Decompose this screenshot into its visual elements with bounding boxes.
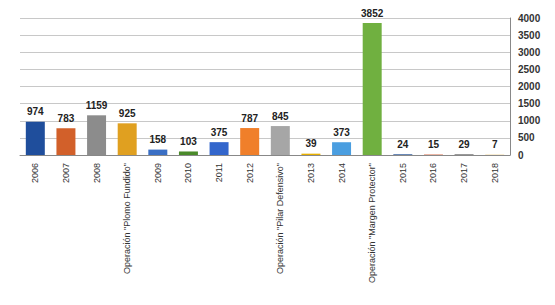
svg-text:2015: 2015 — [398, 163, 408, 183]
svg-text:375: 375 — [211, 127, 228, 138]
svg-text:158: 158 — [149, 134, 166, 145]
svg-text:2014: 2014 — [337, 163, 347, 183]
svg-text:974: 974 — [27, 106, 44, 117]
svg-text:2006: 2006 — [30, 163, 40, 183]
svg-text:3852: 3852 — [361, 8, 384, 19]
svg-text:4000: 4000 — [518, 13, 541, 24]
svg-text:2011: 2011 — [214, 163, 224, 182]
svg-text:783: 783 — [58, 113, 75, 124]
svg-text:2010: 2010 — [183, 163, 193, 183]
svg-text:3500: 3500 — [518, 30, 541, 41]
svg-text:787: 787 — [241, 113, 258, 124]
svg-text:39: 39 — [305, 138, 317, 149]
svg-text:2009: 2009 — [153, 163, 163, 183]
svg-text:2500: 2500 — [518, 64, 541, 75]
svg-text:2007: 2007 — [61, 163, 71, 183]
svg-text:2018: 2018 — [490, 163, 500, 183]
svg-text:845: 845 — [272, 111, 289, 122]
svg-text:29: 29 — [459, 139, 471, 150]
svg-text:2017: 2017 — [459, 163, 469, 183]
svg-text:Operación "Plomo Fundido": Operación "Plomo Fundido" — [122, 163, 132, 274]
svg-text:103: 103 — [180, 136, 197, 147]
svg-text:15: 15 — [428, 139, 440, 150]
svg-text:Operación "Margen Protector": Operación "Margen Protector" — [367, 163, 377, 283]
svg-text:2008: 2008 — [92, 163, 102, 183]
svg-text:500: 500 — [518, 132, 535, 143]
svg-text:1000: 1000 — [518, 115, 541, 126]
svg-text:7: 7 — [492, 139, 498, 150]
svg-text:373: 373 — [333, 127, 350, 138]
svg-text:3000: 3000 — [518, 47, 541, 58]
svg-text:1500: 1500 — [518, 98, 541, 109]
svg-text:2016: 2016 — [428, 163, 438, 183]
svg-text:0: 0 — [518, 150, 524, 161]
svg-text:925: 925 — [119, 108, 136, 119]
svg-text:Operación "Pilar Defensivo": Operación "Pilar Defensivo" — [275, 163, 285, 274]
svg-text:2012: 2012 — [245, 163, 255, 183]
svg-text:2000: 2000 — [518, 81, 541, 92]
svg-text:2013: 2013 — [306, 163, 316, 183]
svg-text:1159: 1159 — [86, 100, 108, 111]
svg-text:24: 24 — [397, 139, 409, 150]
